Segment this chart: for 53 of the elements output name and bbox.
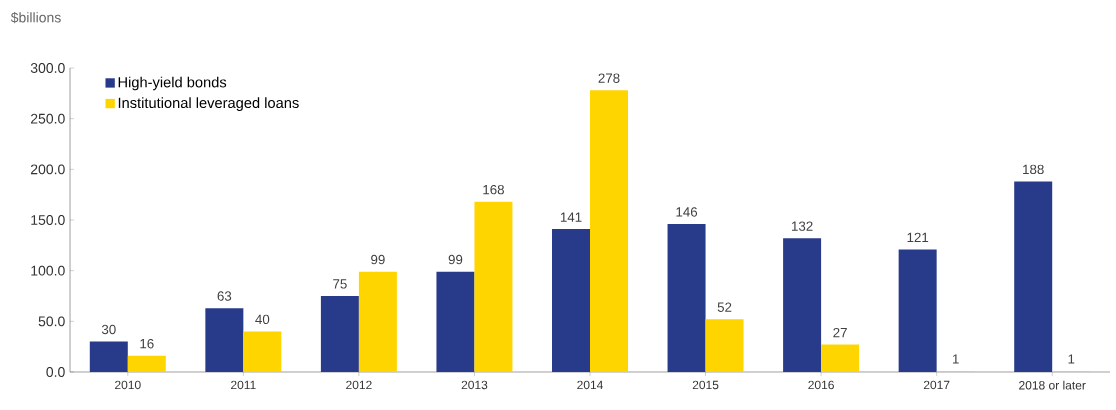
x-tick-label: 2013: [461, 380, 488, 390]
bar: [667, 224, 706, 372]
data-label: 52: [717, 302, 732, 312]
legend-label: High-yield bonds: [118, 76, 227, 91]
x-tick-label: 2014: [577, 380, 603, 390]
x-tick-label: 2011: [231, 380, 256, 390]
y-tick-label: 200.0: [30, 164, 65, 175]
bar: [783, 238, 822, 372]
bar: [205, 308, 244, 372]
y-tick-label: 100.0: [31, 265, 65, 276]
y-axis-title: $billions: [10, 11, 61, 24]
bar: [436, 271, 475, 372]
bar: [590, 90, 628, 372]
data-label: 132: [792, 221, 813, 231]
bar: [243, 331, 282, 372]
x-tick-label: 2016: [808, 380, 834, 390]
bar: [320, 295, 359, 372]
data-label: 99: [371, 254, 385, 265]
bar: [898, 249, 937, 372]
y-tick-label: 300.0: [30, 63, 65, 73]
y-tick-label: 150.0: [31, 215, 65, 225]
data-label: 63: [217, 291, 232, 301]
data-label: 16: [140, 338, 154, 349]
data-label: 27: [833, 327, 847, 338]
data-label: 30: [101, 324, 116, 335]
data-label: 40: [255, 314, 270, 325]
data-label: 99: [448, 254, 463, 265]
x-tick-label: 2017: [923, 380, 950, 390]
bar: [821, 344, 860, 372]
bar: [552, 229, 590, 372]
bar: [705, 319, 744, 372]
y-tick-label: 0.0: [46, 367, 65, 377]
data-label: 141: [560, 212, 582, 222]
x-tick-label: 2010: [115, 380, 141, 390]
data-label: 188: [1023, 164, 1044, 175]
data-label: 75: [333, 279, 347, 289]
bar: [358, 271, 397, 372]
data-label: 121: [907, 232, 929, 242]
x-tick-label: 2018 or later: [1019, 380, 1086, 390]
legend-label: Institutional leveraged loans: [118, 97, 299, 111]
bar: [127, 355, 166, 372]
x-tick-label: 2015: [692, 380, 719, 390]
bar: [474, 201, 513, 372]
y-tick-label: 250.0: [30, 113, 65, 124]
x-tick-label: 2012: [346, 380, 372, 390]
bar: [1014, 181, 1053, 372]
data-label: 1: [1068, 354, 1075, 364]
data-label: 1: [952, 354, 959, 364]
data-label: 168: [483, 184, 504, 195]
data-label: 146: [676, 207, 698, 217]
data-label: 278: [598, 73, 620, 83]
bar: [89, 341, 128, 372]
y-tick-label: 50.0: [38, 316, 65, 327]
